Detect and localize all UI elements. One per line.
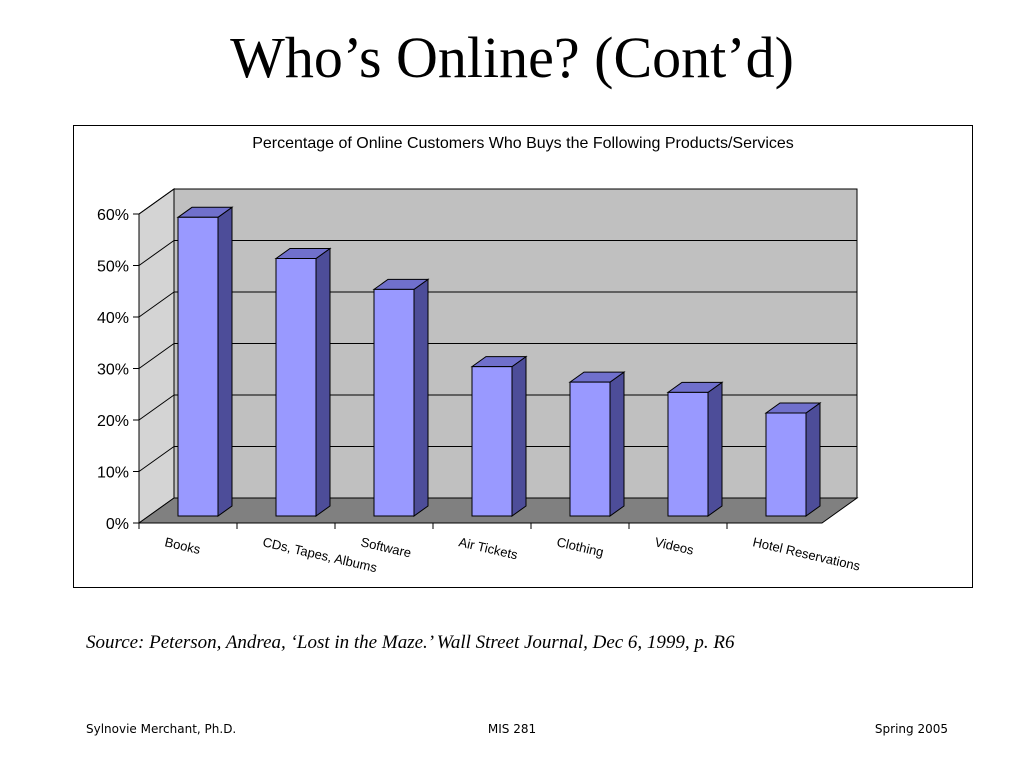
y-tick-label: 50%	[97, 259, 129, 276]
bar	[373, 288, 415, 517]
y-tick-label: 60%	[97, 207, 129, 224]
footer-term: Spring 2005	[874, 722, 948, 736]
y-tick-label: 10%	[97, 465, 129, 482]
bar	[569, 381, 611, 517]
bar	[275, 258, 317, 517]
gridline-side	[138, 188, 175, 215]
footer-course: MIS 281	[487, 722, 537, 736]
gridline-side	[138, 291, 175, 318]
gridline-side	[138, 240, 175, 266]
bar-side	[315, 247, 331, 517]
slide-title: Who’s Online? (Cont’d)	[230, 25, 794, 90]
bar-side	[511, 355, 527, 517]
y-tick-label: 0%	[106, 516, 129, 533]
x-tick-label: Clothing	[555, 534, 605, 559]
bar	[667, 391, 709, 517]
x-tick-label: Software	[359, 534, 412, 560]
y-tick-label: 40%	[97, 310, 129, 327]
y-tick-label: 20%	[97, 413, 129, 430]
gridline-side	[138, 343, 175, 369]
footer-author: Sylnovie Merchant, Ph.D.	[86, 722, 237, 736]
bar-side	[805, 402, 821, 517]
x-tick-label: Air Tickets	[457, 534, 519, 562]
bar	[765, 412, 807, 517]
bar	[471, 366, 513, 517]
bar-side	[609, 371, 625, 517]
chart-frame: Percentage of Online Customers Who Buys …	[73, 125, 973, 588]
bar-side	[217, 206, 233, 517]
x-tick-label: Books	[163, 534, 202, 557]
y-tick-label: 30%	[97, 362, 129, 379]
gridline-side	[138, 446, 175, 472]
bar-chart: Percentage of Online Customers Who Buys …	[97, 135, 862, 575]
x-tick-label: Hotel Reservations	[751, 534, 862, 573]
bar	[177, 216, 219, 517]
bar-side	[413, 278, 429, 517]
gridline-side	[138, 394, 175, 421]
x-tick-label: Videos	[653, 534, 695, 558]
source-citation: Source: Peterson, Andrea, ‘Lost in the M…	[86, 632, 735, 653]
bar-side	[707, 381, 723, 517]
chart-title: Percentage of Online Customers Who Buys …	[252, 135, 794, 152]
